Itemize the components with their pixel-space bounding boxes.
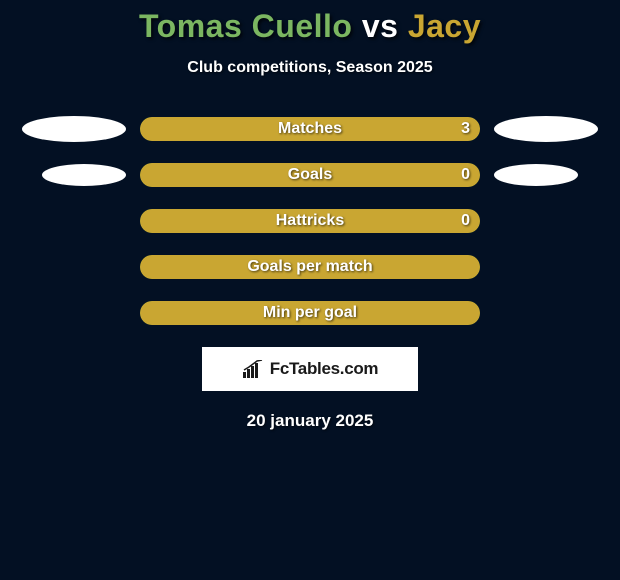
right-ellipse — [494, 116, 598, 142]
page-title: Tomas Cuello vs Jacy — [0, 0, 620, 45]
stat-bar: Matches3 — [140, 117, 480, 141]
stat-row: Matches3 — [0, 117, 620, 141]
logo-text: FcTables.com — [270, 359, 379, 379]
stat-row: Min per goal — [0, 301, 620, 325]
date-text: 20 january 2025 — [0, 411, 620, 431]
ellipse-spacer — [494, 208, 598, 234]
ellipse-spacer — [22, 254, 126, 280]
ellipse-spacer — [22, 208, 126, 234]
stat-bar: Hattricks0 — [140, 209, 480, 233]
ellipse-spacer — [494, 254, 598, 280]
ellipse-spacer — [22, 300, 126, 326]
stat-label: Goals per match — [140, 255, 480, 279]
subtitle: Club competitions, Season 2025 — [0, 59, 620, 77]
vs-text: vs — [362, 8, 399, 44]
stat-value: 0 — [461, 163, 470, 187]
stat-row: Goals0 — [0, 163, 620, 187]
stat-value: 0 — [461, 209, 470, 233]
left-ellipse — [42, 164, 126, 186]
stat-bar: Goals per match — [140, 255, 480, 279]
stat-label: Min per goal — [140, 301, 480, 325]
stat-row: Goals per match — [0, 255, 620, 279]
player1-name: Tomas Cuello — [139, 8, 352, 44]
stat-label: Goals — [140, 163, 480, 187]
stat-label: Hattricks — [140, 209, 480, 233]
player2-name: Jacy — [408, 8, 481, 44]
logo-box: FcTables.com — [202, 347, 418, 391]
stat-value: 3 — [461, 117, 470, 141]
stats-container: Matches3Goals0Hattricks0Goals per matchM… — [0, 117, 620, 325]
right-ellipse — [494, 164, 578, 186]
stat-bar: Min per goal — [140, 301, 480, 325]
stat-label: Matches — [140, 117, 480, 141]
stat-bar: Goals0 — [140, 163, 480, 187]
ellipse-spacer — [494, 300, 598, 326]
stat-row: Hattricks0 — [0, 209, 620, 233]
chart-icon — [242, 360, 266, 378]
left-ellipse — [22, 116, 126, 142]
